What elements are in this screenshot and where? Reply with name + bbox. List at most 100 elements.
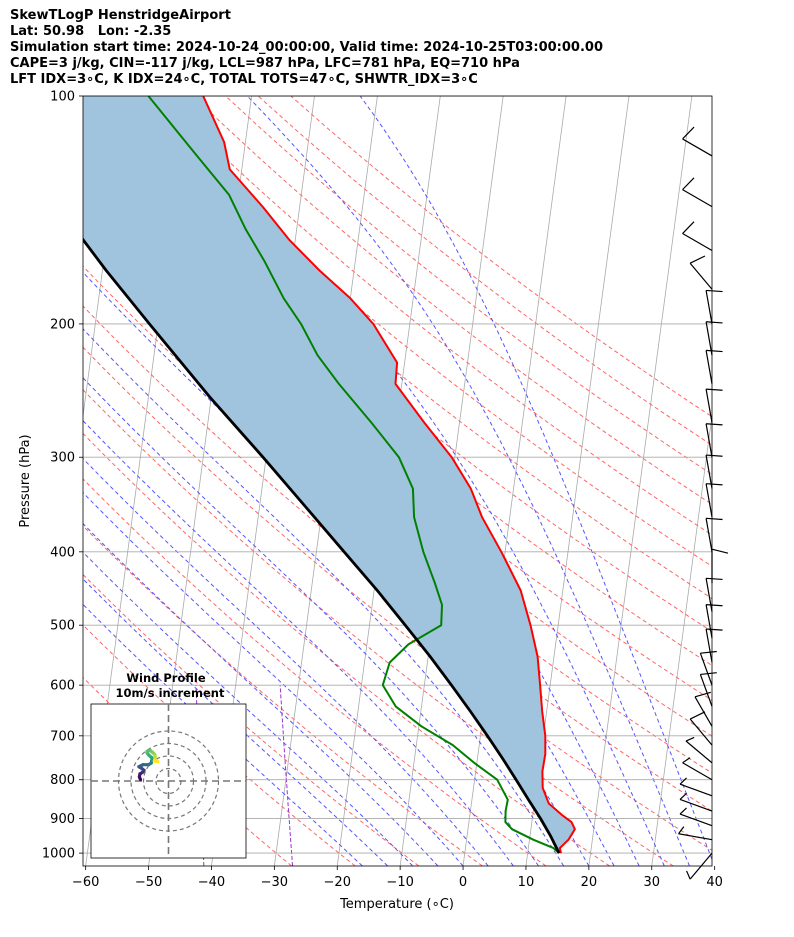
barb-flag <box>679 792 687 800</box>
dry-adiabat <box>83 432 610 866</box>
barb-shaft <box>679 783 713 797</box>
barb-flag <box>700 672 717 676</box>
barb-flag <box>706 577 723 581</box>
dry-adiabat <box>83 346 712 851</box>
wind-barb <box>679 792 713 812</box>
dry-adiabat <box>290 96 712 418</box>
barb-shaft <box>705 604 713 639</box>
moist-adiabat <box>83 578 388 866</box>
parcel-profile <box>83 237 561 854</box>
inset-title: Wind Profile <box>126 671 206 685</box>
x-tick-label: 20 <box>581 875 598 890</box>
barb-flag <box>711 548 729 554</box>
barb-flag <box>706 628 723 631</box>
dry-adiabat <box>83 478 547 866</box>
barb-shaft <box>682 233 713 252</box>
y-tick-label: 400 <box>50 545 75 560</box>
y-tick-label: 700 <box>50 729 75 744</box>
barb-flag <box>689 711 706 720</box>
mixing-ratio-line <box>279 685 294 866</box>
isotherm <box>651 412 712 866</box>
wind-barb <box>678 826 713 841</box>
hodograph <box>91 704 246 858</box>
wind-barbs <box>678 126 729 880</box>
moist-adiabat <box>83 603 363 866</box>
x-tick-label: 30 <box>643 875 660 890</box>
barb-shaft <box>682 189 713 208</box>
x-tick-label: −30 <box>261 875 288 890</box>
y-tick-label: 200 <box>50 317 75 332</box>
barb-shaft <box>705 423 713 458</box>
cape-cin-shading <box>83 96 575 854</box>
y-axis-title: Pressure (hPa) <box>18 434 33 527</box>
wind-barb <box>682 126 713 157</box>
barb-shaft <box>679 813 713 827</box>
dry-adiabat <box>83 525 483 866</box>
barb-shaft <box>705 578 713 612</box>
wind-barb <box>705 483 723 518</box>
barb-shaft <box>699 652 713 686</box>
x-tick-label: 40 <box>706 875 723 890</box>
moist-adiabat <box>83 457 489 866</box>
barb-shaft <box>689 718 713 746</box>
barb-shaft <box>694 696 713 727</box>
plot-frame <box>82 95 713 867</box>
moist-adiabat <box>359 96 712 861</box>
wind-barb <box>705 604 723 639</box>
barb-shaft <box>685 740 713 764</box>
profile-lines <box>83 96 576 854</box>
dewpoint-profile <box>147 96 560 854</box>
wind-barb <box>699 650 717 686</box>
dry-adiabat <box>83 624 356 866</box>
station-coordinates: Lat: 50.98 Lon: -2.35 <box>10 24 172 39</box>
wind-barb <box>705 454 723 489</box>
wind-barb <box>705 517 723 552</box>
simulation-times: Simulation start time: 2024-10-24_00:00:… <box>10 40 603 55</box>
barb-shaft <box>705 350 713 384</box>
barb-flag <box>682 126 695 140</box>
barb-flag <box>694 691 712 698</box>
barb-flag <box>682 757 691 764</box>
barb-flag <box>706 423 723 426</box>
stability-indices: LFT IDX=3∘C, K IDX=24∘C, TOTAL TOTS=47∘C… <box>10 72 478 87</box>
wind-barb <box>682 757 713 781</box>
barb-shaft <box>705 454 713 489</box>
wind-barb <box>679 777 713 797</box>
barb-flag <box>679 807 687 815</box>
x-tick-label: 0 <box>459 875 467 890</box>
cin-cape-area <box>83 96 575 854</box>
y-tick-label: 500 <box>50 619 75 634</box>
isotherm <box>778 96 794 866</box>
moist-adiabat <box>139 96 665 866</box>
moist-adiabat <box>83 328 565 866</box>
x-tick-label: −10 <box>386 875 413 890</box>
barb-flag <box>679 777 687 785</box>
dry-adiabat <box>83 389 674 866</box>
wind-barb <box>682 177 713 208</box>
wind-barb <box>694 691 713 727</box>
barb-flag <box>689 255 706 264</box>
dry-adiabat <box>83 226 712 737</box>
barb-flag <box>706 454 723 457</box>
chart-header: SkewTLogP HenstridgeAirport Lat: 50.98 L… <box>10 8 603 88</box>
barb-flag <box>706 604 723 607</box>
barb-flag <box>706 321 723 324</box>
barb-shaft <box>682 762 713 781</box>
wind-barb <box>705 577 723 612</box>
y-axis-ticks: 100 200 300 400 500 600 700 800 900 1000 <box>42 90 83 862</box>
barb-flag <box>706 289 723 293</box>
barb-shaft <box>705 518 713 552</box>
wind-barb <box>686 852 713 880</box>
wind-barb <box>705 423 723 458</box>
instability-params: CAPE=3 j/kg, CIN=-117 j/kg, LCL=987 hPa,… <box>10 56 520 71</box>
wind-barb <box>685 736 713 764</box>
barb-flag <box>706 349 723 353</box>
moist-adiabat <box>246 96 690 866</box>
barb-flag <box>685 736 695 742</box>
x-tick-label: −20 <box>324 875 351 890</box>
wind-barb <box>705 628 723 663</box>
barb-shaft <box>705 388 713 423</box>
wind-barb <box>682 221 713 252</box>
barb-shaft <box>689 852 713 880</box>
wind-barb <box>705 321 723 356</box>
